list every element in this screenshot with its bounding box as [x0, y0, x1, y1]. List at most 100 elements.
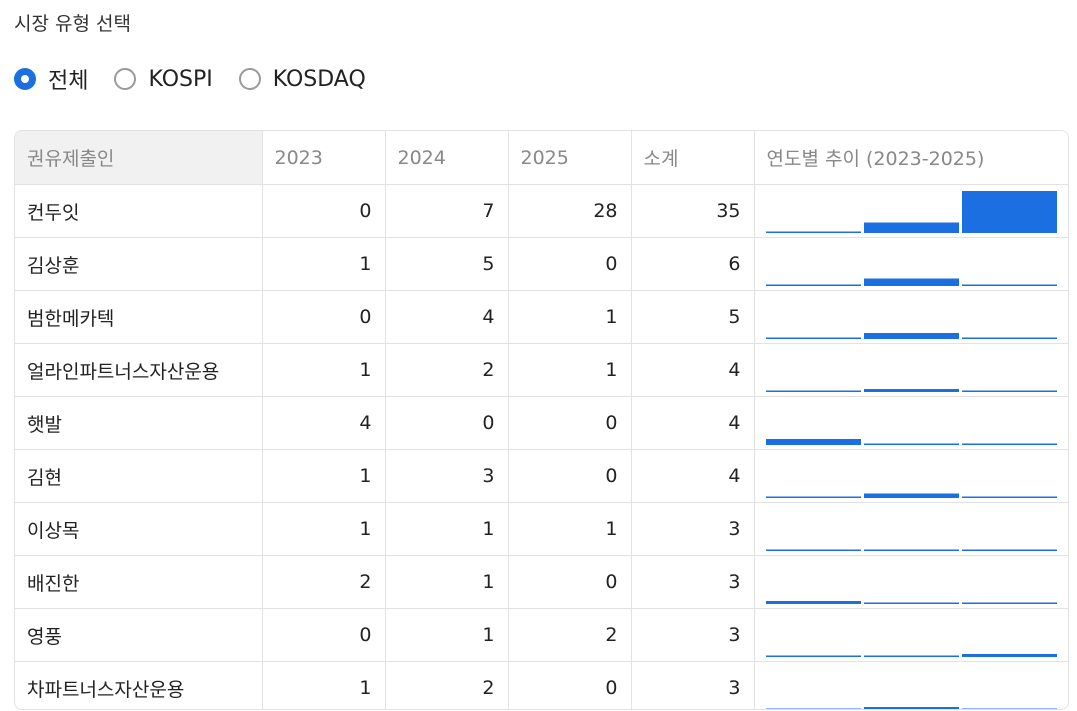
cell-2023: 2 — [262, 555, 386, 609]
cell-solicitor-name: 영풍 — [15, 608, 263, 662]
cell-solicitor-name: 얼라인파트너스자산운용 — [15, 343, 263, 397]
sparkline-bar-2025 — [961, 549, 1057, 551]
radio-checked-icon[interactable] — [14, 68, 36, 90]
sparkline-bar-2024 — [863, 278, 959, 286]
sparkline-bar-2024 — [863, 602, 959, 604]
sparkline-baseline — [962, 709, 1057, 710]
sparkline-bar-2023 — [765, 231, 861, 233]
cell-subtotal: 6 — [631, 237, 755, 291]
table-row: 김현 1 3 0 4 — [15, 449, 1068, 503]
cell-2023: 1 — [262, 502, 386, 556]
trend-sparkline — [765, 654, 1057, 657]
sparkline-bar-2024 — [863, 443, 959, 445]
trend-sparkline — [765, 389, 1057, 392]
cell-yearly-trend — [754, 555, 1068, 609]
radio-option-kospi[interactable]: KOSPI — [114, 67, 213, 92]
cell-subtotal: 5 — [631, 290, 755, 344]
cell-2024: 1 — [385, 502, 509, 556]
sparkline-bar-2025 — [961, 708, 1057, 709]
trend-sparkline — [765, 493, 1057, 498]
cell-2025: 0 — [508, 396, 632, 450]
sparkline-bar-2024 — [863, 222, 959, 233]
cell-2024: 0 — [385, 396, 509, 450]
cell-2025: 1 — [508, 290, 632, 344]
table-row: 김상훈 1 5 0 6 — [15, 237, 1068, 291]
cell-subtotal: 4 — [631, 343, 755, 397]
sparkline-bar-2025 — [961, 602, 1057, 604]
cell-2023: 0 — [262, 184, 386, 238]
cell-2025: 0 — [508, 237, 632, 291]
market-type-label: 시장 유형 선택 — [14, 13, 131, 35]
sparkline-bar-2025 — [961, 496, 1057, 498]
cell-yearly-trend — [754, 237, 1068, 291]
cell-2025: 2 — [508, 608, 632, 662]
sparkline-bar-2025 — [961, 390, 1057, 392]
sparkline-baseline — [864, 709, 959, 710]
header-subtotal[interactable]: 소계 — [631, 131, 755, 185]
sparkline-bar-2024 — [863, 493, 959, 498]
cell-2023: 0 — [262, 608, 386, 662]
cell-yearly-trend — [754, 184, 1068, 238]
cell-2024: 3 — [385, 449, 509, 503]
sparkline-bar-2023 — [765, 601, 861, 604]
cell-2024: 4 — [385, 290, 509, 344]
trend-sparkline — [765, 278, 1057, 286]
radio-unchecked-icon[interactable] — [238, 68, 261, 90]
header-2025[interactable]: 2025 — [508, 131, 632, 185]
cell-2025: 1 — [508, 502, 632, 556]
sparkline-bar-2023 — [765, 549, 861, 551]
cell-2023: 1 — [262, 237, 386, 291]
sparkline-bar-2025 — [961, 654, 1057, 657]
sparkline-bar-2024 — [863, 389, 959, 392]
sparkline-baseline — [766, 709, 861, 710]
cell-subtotal: 3 — [631, 608, 755, 662]
cell-2024: 2 — [385, 661, 509, 709]
trend-sparkline — [765, 549, 1057, 551]
trend-sparkline — [765, 333, 1057, 339]
header-2024[interactable]: 2024 — [385, 131, 509, 185]
cell-2025: 0 — [508, 449, 632, 503]
header-2023[interactable]: 2023 — [262, 131, 386, 185]
sparkline-bar-2023 — [765, 390, 861, 392]
table-row: 햇발 4 0 0 4 — [15, 396, 1068, 450]
cell-2023: 1 — [262, 449, 386, 503]
radio-option-all[interactable]: 전체 — [14, 63, 88, 95]
sparkline-bar-2024 — [863, 549, 959, 551]
sparkline-bar-2024 — [863, 333, 959, 339]
cell-2024: 1 — [385, 555, 509, 609]
sparkline-bar-2023 — [765, 655, 861, 657]
header-yearly-trend[interactable]: 연도별 추이 (2023-2025) — [754, 131, 1068, 185]
radio-option-kosdaq[interactable]: KOSDAQ — [238, 66, 366, 92]
radio-label-kosdaq: KOSDAQ — [272, 66, 366, 92]
table-row: 이상목 1 1 1 3 — [15, 502, 1068, 556]
sparkline-bar-2024 — [863, 707, 959, 709]
cell-2023: 1 — [262, 661, 386, 709]
cell-subtotal: 3 — [631, 555, 755, 609]
cell-2024: 2 — [385, 343, 509, 397]
header-solicitor[interactable]: 권유제출인 — [15, 131, 263, 185]
cell-yearly-trend — [754, 449, 1068, 503]
table-row: 컨두잇 0 7 28 35 — [15, 184, 1068, 238]
table-row: 배진한 2 1 0 3 — [15, 555, 1068, 609]
cell-solicitor-name: 배진한 — [15, 555, 263, 609]
cell-solicitor-name: 이상목 — [15, 502, 263, 556]
sparkline-bar-2023 — [765, 496, 861, 498]
cell-solicitor-name: 범한메카텍 — [15, 290, 263, 344]
cell-2025: 0 — [508, 555, 632, 609]
sparkline-bar-2024 — [863, 655, 959, 657]
sparkline-bar-2025 — [961, 443, 1057, 445]
cell-2024: 5 — [385, 237, 509, 291]
cell-solicitor-name: 차파트너스자산운용 — [15, 661, 263, 709]
cell-subtotal: 35 — [631, 184, 755, 238]
radio-unchecked-icon[interactable] — [114, 68, 137, 90]
cell-subtotal: 4 — [631, 449, 755, 503]
trend-sparkline — [765, 439, 1057, 445]
trend-sparkline — [765, 707, 1057, 710]
cell-2025: 28 — [508, 184, 632, 238]
cell-solicitor-name: 김상훈 — [15, 237, 263, 291]
cell-subtotal: 4 — [631, 396, 755, 450]
cell-subtotal: 3 — [631, 661, 755, 709]
cell-solicitor-name: 햇발 — [15, 396, 263, 450]
cell-2024: 7 — [385, 184, 509, 238]
cell-2023: 0 — [262, 290, 386, 344]
